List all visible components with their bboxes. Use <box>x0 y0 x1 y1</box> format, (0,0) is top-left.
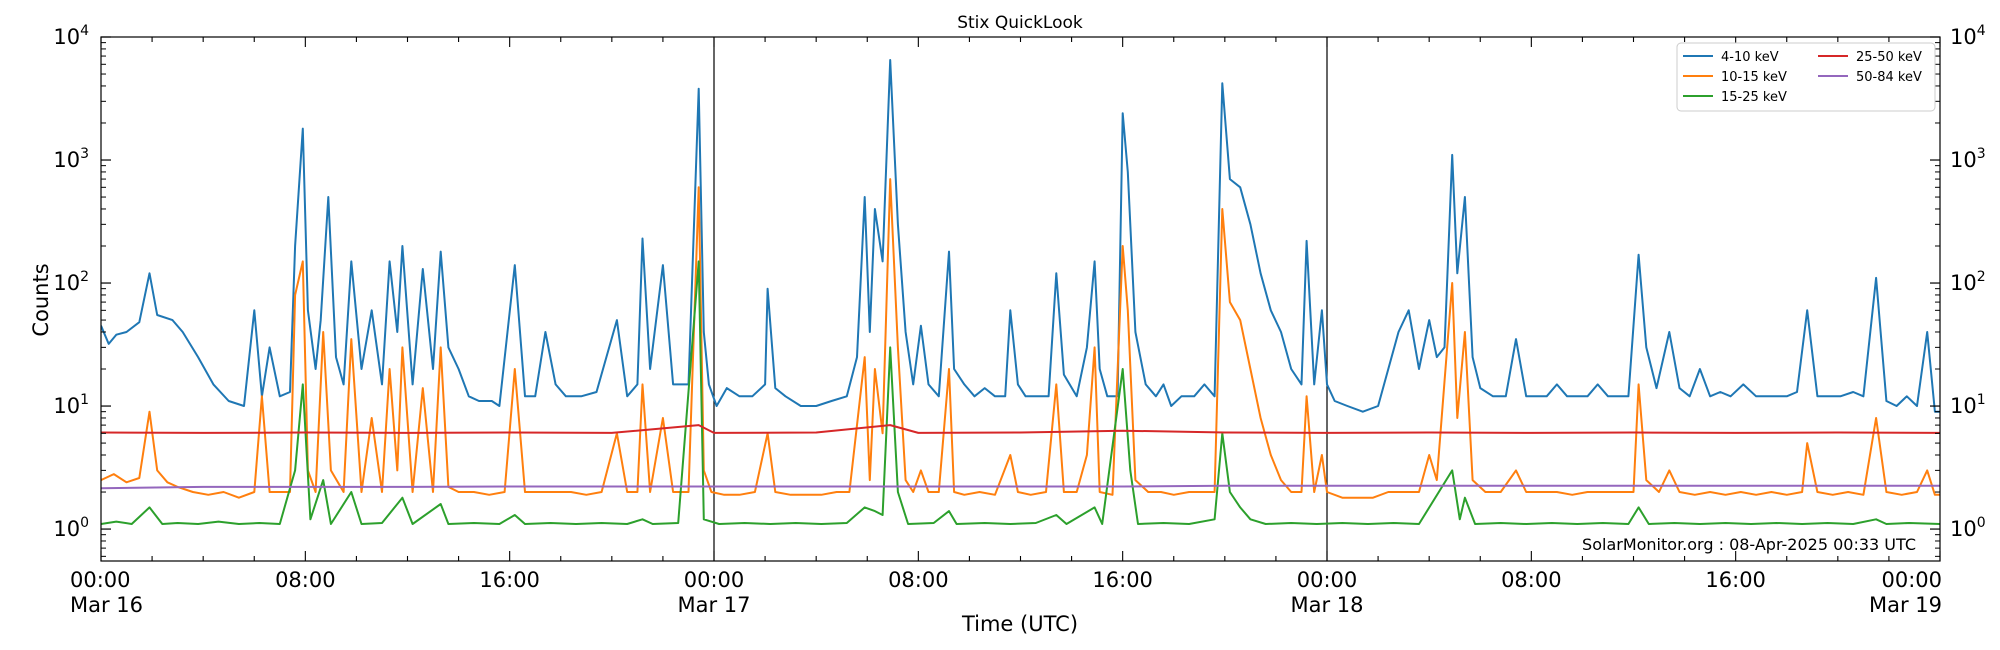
x-tick-label-date: Mar 18 <box>1290 593 1363 617</box>
y-tick-exponent: 0 <box>80 515 89 531</box>
y-tick-base: 10 <box>1950 25 1977 49</box>
y-tick-base: 10 <box>1950 394 1977 418</box>
y-tick-exponent: 3 <box>80 146 89 162</box>
y-tick-base: 10 <box>53 148 80 172</box>
series-group <box>101 59 1940 525</box>
legend-label: 10-15 keV <box>1721 70 1787 85</box>
chart-title: Stix QuickLook <box>957 13 1083 33</box>
legend-label: 4-10 keV <box>1721 50 1779 65</box>
series-line-5 <box>101 484 1940 490</box>
legend-label: 50-84 keV <box>1856 70 1922 85</box>
x-tick-label-time: 00:00 <box>1297 568 1358 592</box>
legend-box <box>1676 42 1936 112</box>
y-tick-base: 10 <box>1950 271 1977 295</box>
y-tick-base: 10 <box>53 271 80 295</box>
x-tick-label-time: 00:00 <box>1881 568 1942 592</box>
y-tick-base: 10 <box>1950 517 1977 541</box>
x-tick-label-time: 00:00 <box>70 568 131 592</box>
y-minor-ticks <box>101 42 1940 557</box>
x-tick-label-time: 08:00 <box>888 568 949 592</box>
y-tick-exponent: 4 <box>80 23 89 39</box>
y-tick-exponent: 2 <box>1977 269 1986 285</box>
legend-label: 25-50 keV <box>1856 50 1922 65</box>
y-tick-base: 10 <box>53 517 80 541</box>
day-boundary-lines <box>713 37 1328 561</box>
legend-label: 15-25 keV <box>1721 90 1787 105</box>
series-line-3 <box>101 260 1940 525</box>
y-tick-exponent: 0 <box>1977 515 1986 531</box>
y-tick-exponent: 1 <box>80 392 89 408</box>
y-tick-label-right: 100 <box>1950 515 1986 541</box>
y-tick-exponent: 3 <box>1977 146 1986 162</box>
y-tick-label-right: 103 <box>1950 146 1986 172</box>
y-tick-label-left: 103 <box>53 146 89 172</box>
x-tick-label-date: Mar 16 <box>70 593 143 617</box>
legend: 4-10 keV 10-15 keV 15-25 keV 25-50 keV 50-84… <box>1676 42 1936 112</box>
series-line-4 <box>101 424 1940 434</box>
y-tick-label-left: 104 <box>53 23 89 49</box>
y-tick-base: 10 <box>53 394 80 418</box>
x-tick-label-time: 16:00 <box>479 568 540 592</box>
x-tick-label-date: Mar 17 <box>677 593 750 617</box>
x-tick-label-time: 16:00 <box>1705 568 1766 592</box>
x-tick-label-time: 00:00 <box>684 568 745 592</box>
series-line-1 <box>101 59 1940 413</box>
x-tick-label-time: 08:00 <box>1501 568 1562 592</box>
y-tick-base: 10 <box>53 25 80 49</box>
y-tick-label-right: 101 <box>1950 392 1986 418</box>
x-axis-label: Time (UTC) <box>961 612 1078 636</box>
y-tick-base: 10 <box>1950 148 1977 172</box>
y-tick-exponent: 4 <box>1977 23 1986 39</box>
x-tick-label-time: 16:00 <box>1092 568 1153 592</box>
y-axis-label: Counts <box>29 263 53 336</box>
series-line-2 <box>101 178 1940 499</box>
y-tick-label-right: 104 <box>1950 23 1986 49</box>
y-tick-label-left: 101 <box>53 392 89 418</box>
y-tick-label-left: 102 <box>53 269 89 295</box>
source-annotation: SolarMonitor.org : 08-Apr-2025 00:33 UTC <box>1582 535 1916 554</box>
y-tick-label-right: 102 <box>1950 269 1986 295</box>
x-tick-label-date: Mar 19 <box>1869 593 1942 617</box>
x-tick-label-time: 08:00 <box>275 568 336 592</box>
y-tick-exponent: 2 <box>80 269 89 285</box>
y-tick-label-left: 100 <box>53 515 89 541</box>
y-tick-exponent: 1 <box>1977 392 1986 408</box>
